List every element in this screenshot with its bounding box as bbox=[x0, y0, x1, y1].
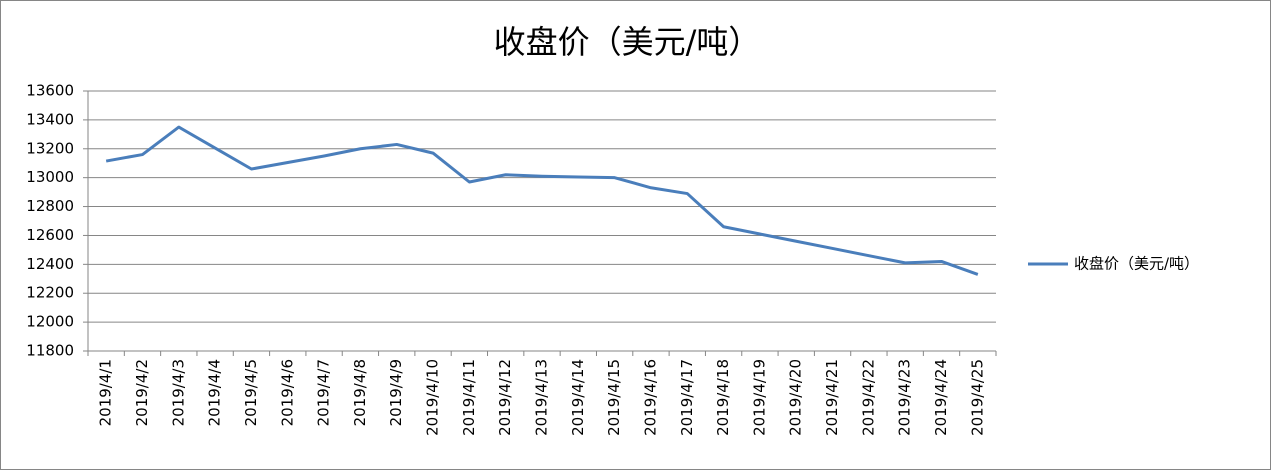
x-tick-label: 2019/4/21 bbox=[823, 359, 841, 436]
x-tick-label: 2019/4/23 bbox=[896, 359, 914, 436]
y-tick-label: 13200 bbox=[26, 139, 74, 157]
x-tick-label: 2019/4/9 bbox=[387, 359, 405, 426]
y-tick-label: 12400 bbox=[26, 255, 74, 273]
x-tick-label: 2019/4/5 bbox=[242, 359, 260, 426]
y-tick-label: 13400 bbox=[26, 110, 74, 128]
x-tick-label: 2019/4/18 bbox=[714, 359, 732, 436]
y-tick-label: 11800 bbox=[26, 342, 74, 360]
x-tick-label: 2019/4/20 bbox=[787, 359, 805, 436]
chart-title: 收盘价（美元/吨） bbox=[494, 23, 761, 61]
x-tick-label: 2019/4/15 bbox=[605, 359, 623, 436]
x-tick-label: 2019/4/10 bbox=[424, 359, 442, 436]
legend-label: 收盘价（美元/吨） bbox=[1074, 255, 1199, 273]
x-tick-label: 2019/4/16 bbox=[641, 359, 659, 436]
x-tick-label: 2019/4/6 bbox=[278, 359, 296, 426]
y-tick-label: 13600 bbox=[26, 82, 74, 100]
x-tick-label: 2019/4/14 bbox=[569, 359, 587, 436]
x-tick-label: 2019/4/25 bbox=[968, 359, 986, 436]
x-tick-label: 2019/4/1 bbox=[97, 359, 115, 426]
x-tick-label: 2019/4/7 bbox=[315, 359, 333, 426]
x-tick-label: 2019/4/19 bbox=[750, 359, 768, 436]
x-tick-label: 2019/4/3 bbox=[169, 359, 187, 426]
x-tick-label: 2019/4/24 bbox=[932, 359, 950, 436]
y-tick-label: 12200 bbox=[26, 284, 74, 302]
x-tick-label: 2019/4/4 bbox=[206, 359, 224, 426]
x-tick-label: 2019/4/2 bbox=[133, 359, 151, 426]
y-tick-label: 12000 bbox=[26, 313, 74, 331]
series-line bbox=[105, 125, 979, 276]
y-tick-label: 12800 bbox=[26, 197, 74, 215]
x-tick-label: 2019/4/13 bbox=[533, 359, 551, 436]
x-tick-label: 2019/4/12 bbox=[496, 359, 514, 436]
x-tick-label: 2019/4/11 bbox=[460, 359, 478, 436]
x-tick-label: 2019/4/8 bbox=[351, 359, 369, 426]
y-tick-label: 13000 bbox=[26, 168, 74, 186]
x-tick-label: 2019/4/22 bbox=[859, 359, 877, 436]
y-tick-label: 12600 bbox=[26, 226, 74, 244]
x-tick-label: 2019/4/17 bbox=[678, 359, 696, 436]
